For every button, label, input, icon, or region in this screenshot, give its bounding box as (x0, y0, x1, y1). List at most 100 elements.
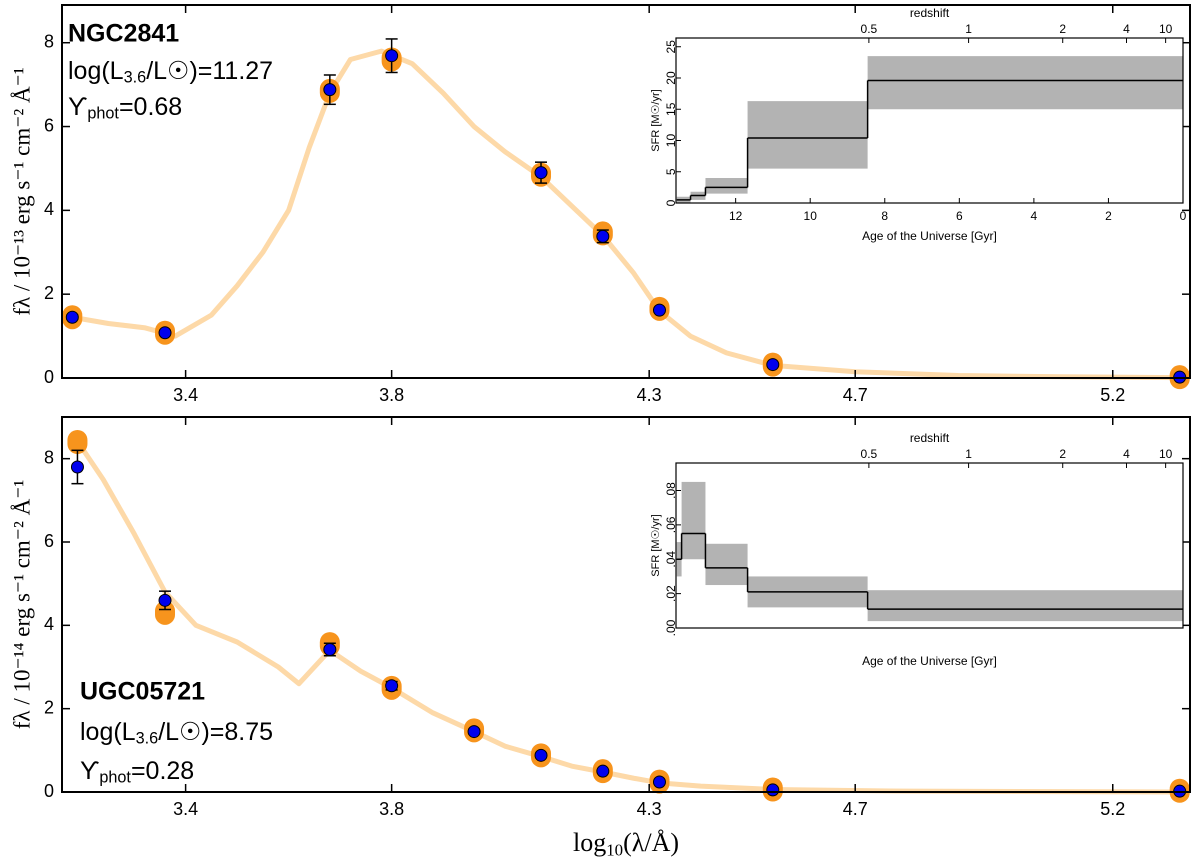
inset-x-tick-label: 4 (1031, 209, 1038, 223)
inset-x-tick-label: 0 (1180, 209, 1187, 223)
x-axis-label-part: (λ/Å) (623, 828, 679, 857)
x-tick-label: 4.7 (843, 799, 868, 819)
mass-to-light-label: ϒphot=0.28 (80, 757, 194, 787)
inset-x-tick-label: 12 (729, 209, 743, 223)
y-tick-label: 4 (44, 199, 54, 219)
redshift-tick-label: 10 (1159, 447, 1173, 461)
redshift-tick-label: 1 (965, 22, 972, 36)
observed-point (652, 775, 666, 789)
luminosity-label-part: /L☉)=11.27 (146, 57, 273, 85)
inset-y-tick-label: .06 (664, 516, 678, 533)
observed-point (467, 725, 481, 739)
model-photometry (155, 600, 176, 625)
redshift-tick-label: 4 (1123, 22, 1130, 36)
observed-point (385, 49, 399, 63)
mass-to-light-label: ϒphot=0.68 (68, 93, 182, 123)
y-tick-label: 2 (44, 697, 54, 717)
luminosity-label-part: /L☉)=8.75 (158, 718, 273, 746)
observed-point (323, 643, 337, 656)
y-axis-label: fλ / 10⁻¹⁴ erg s⁻¹ cm⁻² Å⁻¹ (9, 480, 34, 730)
luminosity-label-part: 3.6 (124, 69, 147, 87)
luminosity-label-part: log(L (68, 57, 124, 85)
mass-to-light-label-part: ϒ (80, 757, 99, 785)
sfr-band (867, 56, 1183, 110)
plot-frame (61, 4, 1191, 379)
sfr-band (705, 543, 748, 586)
plot-frame (61, 416, 1191, 793)
inset-y-label: SFR [M☉/yr] (650, 89, 662, 151)
inset-frame (675, 37, 1184, 204)
redshift-label: redshift (910, 6, 950, 20)
y-axis-label: fλ / 10⁻¹³ erg s⁻¹ cm⁻² Å⁻¹ (9, 67, 34, 315)
redshift-label: redshift (910, 431, 950, 445)
inset-x-label: Age of the Universe [Gyr] (862, 229, 997, 243)
mass-to-light-label-part: =0.28 (131, 757, 194, 785)
model-photometry (67, 430, 88, 454)
sfr-band (705, 178, 748, 194)
luminosity-label-part: 3.6 (136, 730, 159, 748)
x-tick-label: 3.8 (379, 385, 404, 405)
inset-y-tick-label: 5 (664, 168, 678, 175)
redshift-tick-label: 0.5 (861, 22, 878, 36)
x-tick-label: 4.3 (637, 385, 662, 405)
observed-point (158, 326, 172, 340)
model-spectrum (71, 48, 1180, 381)
y-tick-label: 8 (44, 447, 54, 467)
observed-point (323, 83, 337, 97)
x-tick-label: 5.2 (1100, 385, 1125, 405)
inset-y-tick-label: 25 (664, 40, 678, 54)
y-tick-label: 6 (44, 531, 54, 551)
luminosity-label: log(L3.6/L☉)=8.75 (80, 718, 273, 748)
sfr-band (681, 481, 706, 560)
inset-x-tick-label: 10 (804, 209, 818, 223)
redshift-tick-label: 2 (1059, 447, 1066, 461)
x-tick-label: 3.4 (173, 799, 198, 819)
model-spectrum (70, 432, 1180, 795)
redshift-tick-label: 1 (965, 447, 972, 461)
galaxy-name: NGC2841 (68, 20, 179, 48)
inset-y-tick-label: 20 (664, 71, 678, 85)
y-tick-label: 4 (44, 614, 54, 634)
x-axis-label-part: log (573, 828, 606, 857)
luminosity-label-part: log(L (80, 718, 136, 746)
inset-y-tick-label: 15 (664, 102, 678, 116)
observed-point (766, 358, 780, 372)
observed-point (596, 229, 610, 243)
x-tick-label: 3.4 (173, 385, 198, 405)
mass-to-light-label-part: phot (99, 769, 131, 787)
inset-y-tick-label: .08 (664, 482, 678, 499)
inset-y-tick-label: 10 (664, 134, 678, 148)
y-tick-label: 2 (44, 283, 54, 303)
inset-y-tick-label: 0 (664, 199, 678, 206)
y-tick-label: 8 (44, 31, 54, 51)
observed-point (158, 593, 172, 607)
y-tick-label: 0 (44, 781, 54, 801)
redshift-tick-label: 10 (1159, 22, 1173, 36)
redshift-tick-label: 2 (1059, 22, 1066, 36)
observed-point (385, 679, 399, 693)
observed-point (766, 783, 780, 797)
mass-to-light-label-part: phot (87, 105, 119, 123)
inset-frame (675, 462, 1184, 629)
observed-point (534, 166, 548, 180)
x-tick-label: 3.8 (379, 799, 404, 819)
mass-to-light-label-part: ϒ (68, 93, 87, 121)
luminosity-label: log(L3.6/L☉)=11.27 (68, 57, 273, 87)
inset-x-tick-label: 8 (881, 209, 888, 223)
observed-point (534, 748, 548, 762)
inset-x-tick-label: 2 (1105, 209, 1112, 223)
observed-point (70, 460, 84, 474)
redshift-tick-label: 4 (1123, 447, 1130, 461)
inset-y-tick-label: .04 (664, 551, 678, 568)
sfr-band (867, 590, 1183, 622)
observed-point (652, 303, 666, 317)
mass-to-light-label-part: =0.68 (119, 93, 182, 121)
observed-point (65, 310, 79, 324)
redshift-tick-label: 0.5 (861, 447, 878, 461)
x-axis-label: log10(λ/Å) (573, 828, 679, 859)
x-tick-label: 4.3 (637, 799, 662, 819)
inset-y-tick-label: .00 (664, 619, 678, 636)
inset-x-tick-label: 6 (956, 209, 963, 223)
inset-x-label: Age of the Universe [Gyr] (862, 654, 997, 668)
